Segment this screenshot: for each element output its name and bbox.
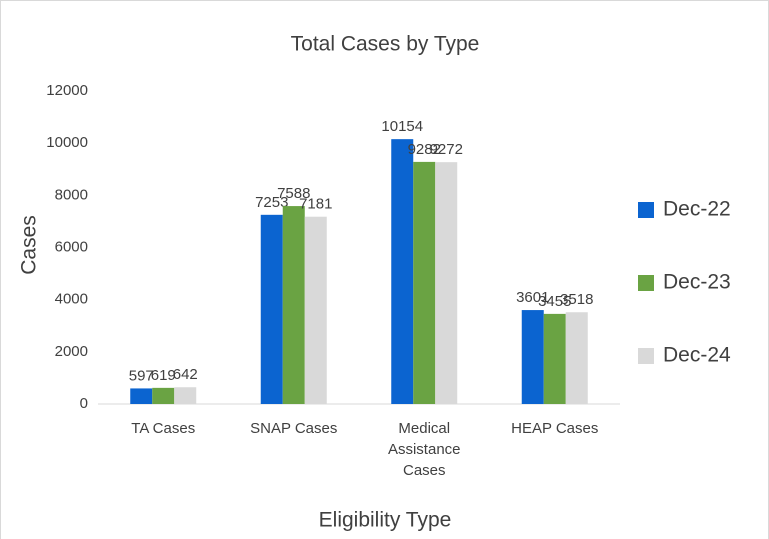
legend-label: Dec-22 (663, 198, 731, 221)
y-tick-label: 8000 (55, 186, 88, 203)
data-label: 9272 (430, 141, 463, 158)
bar (543, 313, 566, 404)
data-label: 7181 (299, 196, 332, 213)
y-tick-label: 0 (80, 395, 88, 412)
y-tick-label: 12000 (46, 82, 88, 99)
bar (521, 310, 544, 404)
x-tick-label: HEAP Cases (511, 420, 599, 437)
bar (435, 162, 458, 404)
legend-swatch (638, 348, 654, 364)
data-label: 642 (173, 366, 198, 383)
y-tick-label: 10000 (46, 134, 88, 151)
x-tick-label: TA Cases (131, 420, 196, 437)
bar (565, 312, 588, 404)
legend-swatch (638, 275, 654, 291)
y-tick-label: 4000 (55, 291, 88, 308)
legend-swatch (638, 202, 654, 218)
y-axis-title: Cases (18, 215, 41, 275)
data-label: 3518 (560, 291, 593, 308)
y-tick-label: 2000 (55, 343, 88, 360)
bar (174, 387, 197, 404)
bar (130, 388, 153, 404)
bar (152, 387, 175, 404)
legend-label: Dec-23 (663, 271, 731, 294)
data-label: 7588 (277, 185, 310, 202)
bar (413, 161, 436, 404)
bar (304, 216, 327, 404)
data-label: 9282 (408, 141, 441, 158)
bar (260, 214, 283, 404)
data-label: 7253 (255, 194, 288, 211)
data-label: 3601 (516, 289, 549, 306)
data-label: 10154 (381, 118, 423, 135)
x-tick-label: Medical Assistance Cases (387, 420, 461, 479)
data-label: 619 (151, 367, 176, 384)
bar (282, 206, 305, 404)
x-axis-title: Eligibility Type (319, 509, 452, 532)
data-label: 3455 (538, 293, 571, 310)
x-tick-label: SNAP Cases (250, 420, 338, 437)
legend-label: Dec-24 (663, 344, 731, 367)
data-label: 597 (129, 367, 154, 384)
chart-title: Total Cases by Type (291, 33, 480, 56)
bar (391, 139, 414, 404)
y-tick-label: 6000 (55, 238, 88, 255)
